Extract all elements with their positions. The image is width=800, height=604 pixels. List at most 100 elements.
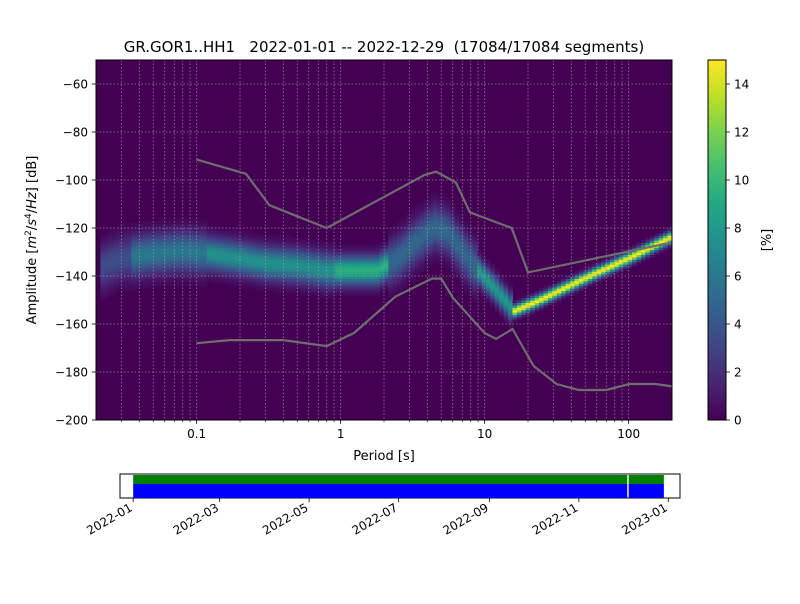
- heatmap-cell: [140, 220, 146, 224]
- heatmap-cell: [423, 230, 429, 234]
- heatmap-cell: [348, 256, 354, 260]
- heatmap-cell: [140, 276, 146, 279]
- heatmap-cell: [446, 237, 452, 241]
- heatmap-cell: [242, 276, 248, 279]
- heatmap-cell: [392, 276, 398, 279]
- heatmap-cell: [415, 240, 421, 243]
- heatmap-cell: [135, 228, 141, 231]
- heatmap-cell: [384, 240, 390, 243]
- heatmap-cell: [605, 259, 611, 263]
- heatmap-cell: [415, 206, 421, 210]
- heatmap-cell: [415, 249, 421, 253]
- heatmap-cell: [570, 283, 576, 287]
- heatmap-cell: [388, 235, 394, 239]
- heatmap-cell: [149, 240, 155, 243]
- heatmap-cell: [388, 254, 394, 258]
- heatmap-cell: [640, 249, 647, 253]
- heatmap-cell: [499, 295, 505, 299]
- heatmap-cell: [211, 225, 217, 229]
- heatmap-cell: [437, 225, 443, 229]
- heatmap-cell: [441, 206, 447, 210]
- heatmap-cell: [308, 292, 314, 296]
- heatmap-cell: [140, 273, 146, 277]
- heatmap-cell: [158, 228, 164, 231]
- heatmap-cell: [189, 254, 195, 258]
- heatmap-cell: [321, 252, 327, 255]
- heatmap-cell: [530, 304, 536, 308]
- heatmap-cell: [277, 280, 283, 284]
- heatmap-cell: [153, 225, 159, 229]
- heatmap-cell: [189, 283, 195, 287]
- heatmap-cell: [290, 271, 296, 275]
- heatmap-cell: [184, 232, 190, 236]
- heatmap-cell: [100, 261, 106, 265]
- heatmap-cell: [251, 273, 257, 277]
- heatmap-cell: [592, 271, 598, 275]
- heatmap-cell: [485, 288, 491, 291]
- heatmap-cell: [197, 247, 203, 251]
- heatmap-cell: [246, 235, 252, 239]
- heatmap-cell: [437, 237, 443, 241]
- heatmap-cell: [282, 237, 288, 241]
- heatmap-cell: [361, 264, 367, 267]
- heatmap-cell: [224, 266, 230, 270]
- heatmap-cell: [193, 276, 199, 279]
- heatmap-cell: [197, 264, 203, 267]
- heatmap-cell: [397, 268, 403, 272]
- heatmap-cell: [472, 288, 478, 291]
- heatmap-cell: [454, 225, 460, 229]
- heatmap-cell: [144, 259, 150, 263]
- x-tick-label: 100: [617, 427, 640, 441]
- heatmap-cell: [259, 266, 265, 270]
- heatmap-cell: [459, 232, 465, 236]
- heatmap-cell: [388, 278, 394, 282]
- heatmap-cell: [406, 256, 412, 260]
- heatmap-cell: [521, 309, 527, 313]
- heatmap-cell: [490, 292, 496, 296]
- heatmap-cell: [242, 235, 248, 239]
- heatmap-cell: [428, 194, 434, 198]
- heatmap-cell: [259, 264, 265, 267]
- heatmap-cell: [255, 256, 261, 260]
- heatmap-cell: [295, 254, 301, 258]
- heatmap-cell: [100, 273, 106, 277]
- heatmap-cell: [366, 283, 372, 287]
- heatmap-cell: [189, 259, 195, 263]
- heatmap-cell: [397, 283, 403, 287]
- heatmap-cell: [321, 247, 327, 251]
- heatmap-cell: [140, 266, 146, 270]
- heatmap-cell: [268, 247, 274, 251]
- heatmap-cell: [605, 264, 611, 267]
- heatmap-cell: [508, 288, 514, 291]
- heatmap-cell: [184, 223, 190, 227]
- heatmap-cell: [583, 273, 589, 277]
- heatmap-cell: [313, 276, 319, 279]
- heatmap-cell: [162, 247, 168, 251]
- heatmap-cell: [468, 278, 474, 282]
- heatmap-cell: [437, 199, 443, 203]
- heatmap-cell: [197, 225, 203, 229]
- heatmap-cell: [317, 242, 323, 246]
- heatmap-cell: [410, 268, 416, 272]
- heatmap-cell: [299, 271, 305, 275]
- heatmap-cell: [189, 230, 195, 234]
- heatmap-cell: [197, 261, 203, 265]
- heatmap-cell: [224, 242, 230, 246]
- heatmap-cell: [587, 280, 593, 284]
- heatmap-cell: [197, 278, 203, 282]
- heatmap-cell: [175, 273, 181, 277]
- heatmap-cell: [100, 247, 106, 251]
- heatmap-cell: [144, 244, 150, 248]
- heatmap-cell: [459, 242, 465, 246]
- heatmap-cell: [472, 271, 478, 275]
- heatmap-cell: [162, 256, 168, 260]
- heatmap-cell: [317, 256, 323, 260]
- heatmap-cell: [290, 237, 296, 241]
- heatmap-cell: [441, 244, 447, 248]
- heatmap-cell: [171, 264, 177, 267]
- heatmap-cell: [206, 273, 212, 277]
- heatmap-cell: [561, 290, 567, 294]
- heatmap-cell: [397, 249, 403, 253]
- heatmap-cell: [401, 223, 407, 227]
- heatmap-cell: [144, 261, 150, 265]
